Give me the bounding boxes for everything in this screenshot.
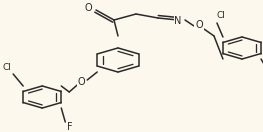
Text: O: O: [84, 3, 92, 13]
Text: O: O: [77, 77, 85, 87]
Text: N: N: [174, 16, 182, 26]
Text: F: F: [67, 122, 73, 132]
Text: Cl: Cl: [216, 11, 225, 20]
Text: Cl: Cl: [3, 63, 12, 72]
Text: O: O: [195, 20, 203, 30]
